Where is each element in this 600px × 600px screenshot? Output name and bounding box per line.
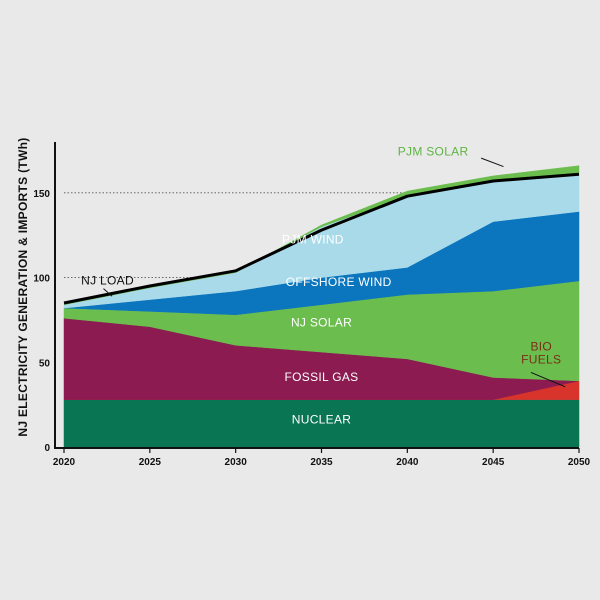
label-pjm-wind: PJM WIND — [282, 233, 344, 247]
pjm-solar-leader — [480, 157, 504, 168]
axes — [54, 142, 579, 449]
x-tick-label-2045: 2045 — [482, 457, 505, 468]
x-tick-label-2035: 2035 — [310, 457, 333, 468]
y-tick-label-50: 50 — [39, 358, 51, 369]
tick-labels: 2020 2025 2030 2035 2040 2045 2050 0 50 100 150 — [33, 189, 590, 468]
label-offshore-wind: OFFSHORE WIND — [286, 275, 392, 289]
x-tick-label-2050: 2050 — [568, 457, 591, 468]
nj-load-leader — [103, 288, 113, 297]
label-nj-load: NJ LOAD — [81, 273, 134, 287]
nj-load-line — [63, 172, 580, 305]
label-fossil-gas: FOSSIL GAS — [285, 370, 359, 384]
load-line-layer — [63, 172, 580, 305]
x-tick-label-2020: 2020 — [53, 457, 76, 468]
bio-fuels-leader — [530, 371, 566, 388]
y-axis-label: NJ ELECTRICITY GENERATION & IMPORTS (TWh… — [16, 137, 30, 436]
x-tick-label-2040: 2040 — [396, 457, 419, 468]
x-tick-label-2030: 2030 — [225, 457, 248, 468]
area-labels: NUCLEAR FOSSIL GAS NJ SOLAR OFFSHORE WIND PJ… — [81, 145, 566, 426]
label-pjm-solar: PJM SOLAR — [398, 145, 469, 159]
y-tick-label-100: 100 — [33, 274, 50, 285]
label-nj-solar: NJ SOLAR — [291, 316, 352, 330]
x-tick-label-2025: 2025 — [139, 457, 162, 468]
label-bio-fuels: BIO FUELS — [521, 339, 561, 366]
y-tick-label-0: 0 — [44, 443, 50, 454]
area-series — [63, 165, 580, 448]
y-tick-label-150: 150 — [33, 189, 50, 200]
label-nuclear: NUCLEAR — [292, 412, 351, 426]
